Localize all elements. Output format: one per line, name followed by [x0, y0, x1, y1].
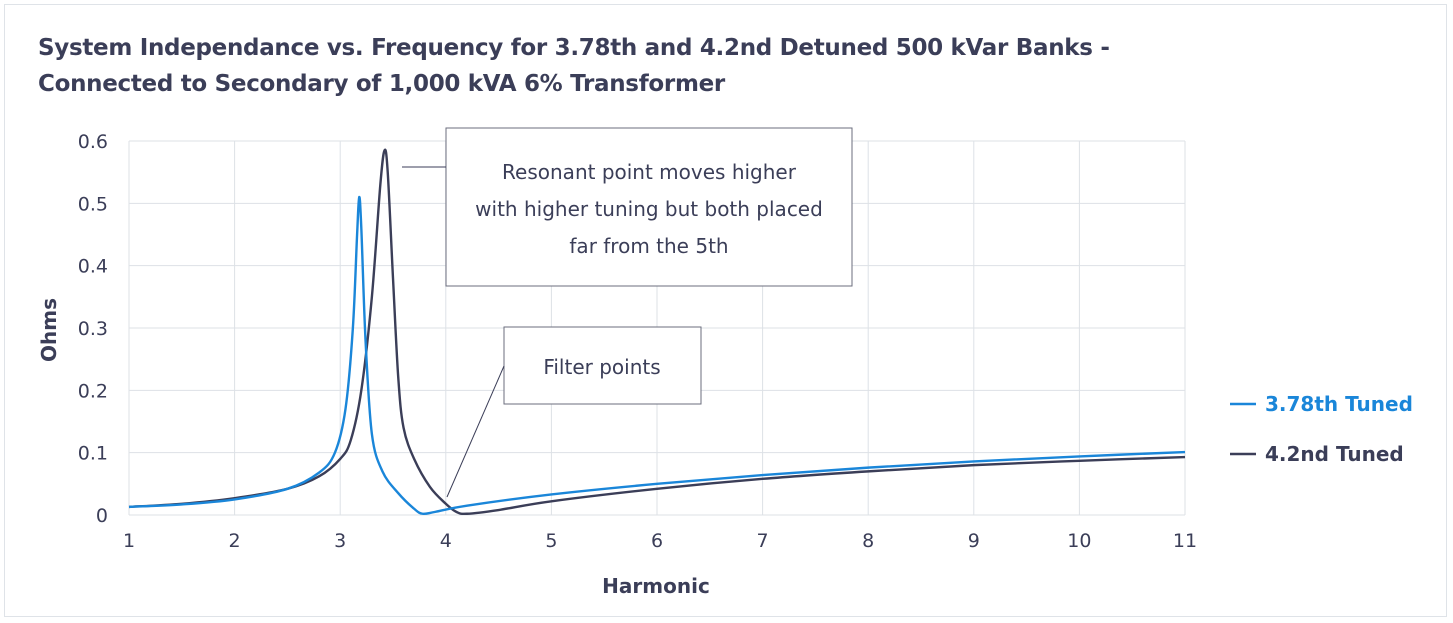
- y-tick-label: 0.6: [78, 131, 108, 153]
- series-line-3-78th-tuned: [128, 195, 1186, 516]
- filter-annotation-leader: [446, 365, 505, 498]
- resonant-annotation-line: with higher tuning but both placed: [475, 197, 823, 221]
- resonant-annotation-box: [445, 127, 853, 287]
- x-tick-label: 1: [123, 530, 135, 552]
- y-tick-label: 0: [96, 505, 108, 527]
- x-tick-label: 7: [757, 530, 769, 552]
- filter-annotation-box: [503, 326, 702, 405]
- x-tick-label: 11: [1173, 530, 1197, 552]
- x-tick-labels: 1 2 3 4 5 6 7 8 9 10 11: [123, 530, 1197, 552]
- y-tick-label: 0.4: [78, 256, 108, 278]
- filter-annotation-line: Filter points: [543, 355, 660, 379]
- series-group: [128, 148, 1186, 516]
- y-tick-label: 0.2: [78, 380, 108, 402]
- x-axis-title: Harmonic: [602, 574, 710, 598]
- x-tick-label: 5: [545, 530, 557, 552]
- x-tick-label: 10: [1067, 530, 1091, 552]
- y-tick-label: 0.1: [78, 443, 108, 465]
- chart-title-line-1: System Independance vs. Frequency for 3.…: [38, 35, 1110, 61]
- legend-label: 3.78th Tuned: [1265, 392, 1413, 416]
- x-tick-label: 6: [651, 530, 663, 552]
- chart-title-line-2: Connected to Secondary of 1,000 kVA 6% T…: [38, 71, 725, 97]
- x-tick-label: 2: [229, 530, 241, 552]
- x-tick-label: 9: [968, 530, 980, 552]
- chart-title: System Independance vs. Frequency for 3.…: [38, 30, 1238, 102]
- resonant-annotation-line: Resonant point moves higher: [502, 160, 797, 184]
- resonant-annotation-line: far from the 5th: [569, 234, 728, 258]
- y-tick-label: 0.5: [78, 193, 108, 215]
- y-tick-label: 0.3: [78, 318, 108, 340]
- y-tick-labels: 0 0.1 0.2 0.3 0.4 0.5 0.6: [78, 131, 108, 527]
- x-tick-label: 3: [334, 530, 346, 552]
- x-tick-label: 4: [440, 530, 452, 552]
- y-axis-title: Ohms: [37, 298, 61, 362]
- annotations: Resonant point moves higher with higher t…: [402, 127, 853, 498]
- legend: 3.78th Tuned 4.2nd Tuned: [1230, 392, 1413, 466]
- series-line-4-2nd-tuned: [128, 148, 1186, 516]
- x-tick-label: 8: [862, 530, 874, 552]
- legend-label: 4.2nd Tuned: [1265, 442, 1404, 466]
